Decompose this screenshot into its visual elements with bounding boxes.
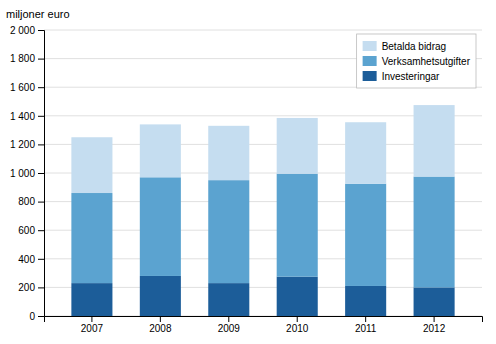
bar-segment — [208, 126, 249, 180]
y-tick-mark — [38, 59, 44, 60]
x-tick-mark — [434, 316, 435, 322]
bar-segment — [414, 177, 455, 288]
y-tick: 1 000 — [10, 168, 44, 179]
legend-label: Verksamhetsutgifter — [382, 56, 471, 67]
legend: Betalda bidrag Verksamhetsutgifter Investe… — [357, 34, 476, 88]
y-tick: 600 — [18, 225, 44, 236]
bar-segment — [277, 277, 318, 316]
y-label: miljoner euro — [6, 8, 70, 20]
series — [71, 174, 454, 288]
bar-segment — [208, 283, 249, 316]
y-tick-mark — [38, 144, 44, 145]
y-tick: 1 600 — [10, 82, 44, 93]
legend-item: Betalda bidrag — [363, 41, 447, 52]
x-tick: 2011 — [355, 316, 377, 334]
y-axis-line — [38, 31, 45, 317]
y-tick: 1 800 — [10, 53, 44, 64]
x-tick-mark — [160, 316, 161, 322]
plot: 0 200 400 600 800 1 000 1 200 1 400 1 600 1 800 2 … — [6, 8, 483, 334]
y-tick-mark — [38, 230, 44, 231]
y-tick-mark — [38, 116, 44, 117]
y-tick: 200 — [18, 282, 44, 293]
legend-swatch — [363, 41, 377, 51]
y-tick-label: 200 — [18, 282, 35, 293]
x-tick-label: 2008 — [149, 323, 172, 334]
legend-box — [357, 34, 476, 88]
x-tick-label: 2007 — [81, 323, 104, 334]
x-tick-label: 2009 — [218, 323, 241, 334]
x-tick-label: 2012 — [423, 323, 446, 334]
legend-item: Verksamhetsutgifter — [363, 56, 471, 67]
x-tick-label: 2011 — [355, 323, 377, 334]
chart-container: 0 200 400 600 800 1 000 1 200 1 400 1 600 1 800 2 … — [0, 0, 496, 344]
bar-segment — [140, 276, 181, 316]
bar-segment — [345, 122, 386, 183]
y-tick-label: 1 000 — [10, 168, 35, 179]
x-tick-label: 2010 — [286, 323, 309, 334]
y-tick-label: 0 — [29, 311, 35, 322]
x-axis-line — [45, 317, 483, 323]
y-tick: 2 000 — [10, 25, 44, 36]
y-tick-label: 400 — [18, 254, 35, 265]
x-tick-mark — [228, 316, 229, 322]
y-tick: 800 — [18, 196, 44, 207]
bar-segment — [71, 137, 112, 193]
bar-segment — [345, 286, 386, 316]
legend-swatch — [363, 56, 377, 66]
bar-segment — [208, 180, 249, 283]
y-tick: 400 — [18, 254, 44, 265]
bar-segment — [414, 105, 455, 177]
y-tick-label: 1 800 — [10, 53, 35, 64]
y-tick-mark — [38, 30, 44, 31]
x-tick: 2009 — [218, 316, 241, 334]
bar-segment — [345, 184, 386, 286]
bar-segment — [71, 283, 112, 316]
bars — [71, 105, 454, 316]
series — [71, 276, 454, 316]
series — [71, 105, 454, 193]
y-tick-label: 800 — [18, 196, 35, 207]
y-tick: 1 400 — [10, 111, 44, 122]
bar-segment — [140, 177, 181, 276]
chart: 0 200 400 600 800 1 000 1 200 1 400 1 600 1 800 2 … — [0, 0, 496, 344]
y-tick-label: 1 400 — [10, 111, 35, 122]
legend-swatch — [363, 71, 377, 81]
legend-label: Investeringar — [382, 71, 440, 82]
bar-segment — [277, 118, 318, 174]
x-axis: 2007 2008 2009 2010 2011 2012 — [45, 316, 483, 334]
y-tick-mark — [38, 87, 44, 88]
y-tick-mark — [38, 173, 44, 174]
legend-label: Betalda bidrag — [382, 41, 447, 52]
x-tick-mark — [365, 316, 366, 322]
y-tick: 1 200 — [10, 139, 44, 150]
x-tick: 2007 — [81, 316, 104, 334]
grid-line — [44, 30, 482, 31]
x-tick: 2012 — [423, 316, 446, 334]
grid — [44, 30, 482, 316]
x-tick: 2010 — [286, 316, 309, 334]
y-tick-mark — [38, 259, 44, 260]
x-tick: 2008 — [149, 316, 172, 334]
bar-segment — [277, 174, 318, 277]
bar-segment — [414, 287, 455, 316]
y-tick-label: 2 000 — [10, 25, 35, 36]
y-tick-mark — [38, 202, 44, 203]
x-tick-mark — [91, 316, 92, 322]
bar-segment — [71, 193, 112, 283]
x-tick-mark — [297, 316, 298, 322]
legend-item: Investeringar — [363, 71, 440, 82]
y-tick-label: 600 — [18, 225, 35, 236]
y-tick-label: 1 600 — [10, 82, 35, 93]
y-tick-mark — [38, 316, 44, 317]
y-tick-label: 1 200 — [10, 139, 35, 150]
y-tick: 0 — [29, 311, 44, 322]
bar-segment — [140, 124, 181, 177]
y-axis: 0 200 400 600 800 1 000 1 200 1 400 1 600 1 800 2 … — [10, 25, 45, 322]
y-tick-mark — [38, 287, 44, 288]
